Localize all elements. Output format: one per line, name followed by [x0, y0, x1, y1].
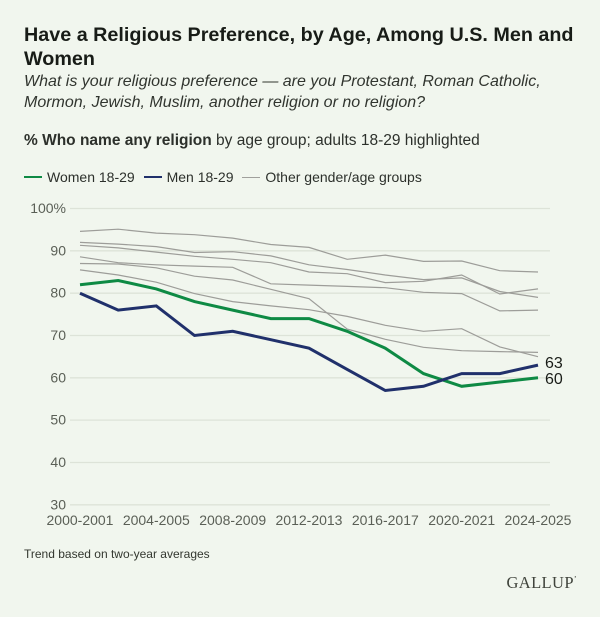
svg-text:40: 40	[50, 454, 66, 470]
svg-text:2012-2013: 2012-2013	[276, 512, 343, 528]
svg-text:90: 90	[50, 242, 66, 258]
svg-text:30: 30	[50, 496, 66, 512]
svg-text:2008-2009: 2008-2009	[199, 512, 266, 528]
svg-text:2020-2021: 2020-2021	[428, 512, 495, 528]
svg-text:70: 70	[50, 327, 66, 343]
svg-text:2000-2001: 2000-2001	[47, 512, 114, 528]
svg-text:80: 80	[50, 285, 66, 301]
svg-text:100%: 100%	[30, 200, 66, 216]
svg-text:2016-2017: 2016-2017	[352, 512, 419, 528]
svg-text:2024-2025: 2024-2025	[505, 512, 572, 528]
svg-text:2004-2005: 2004-2005	[123, 512, 190, 528]
svg-text:50: 50	[50, 412, 66, 428]
svg-text:60: 60	[545, 371, 563, 388]
svg-text:63: 63	[545, 355, 563, 372]
svg-text:60: 60	[50, 369, 66, 385]
